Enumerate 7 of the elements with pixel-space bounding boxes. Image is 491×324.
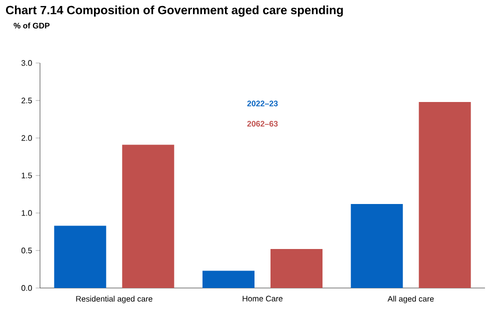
bar (350, 204, 403, 288)
bar (54, 226, 106, 288)
chart-title: Chart 7.14 Composition of Government aged care spending (6, 6, 343, 17)
bar (122, 144, 174, 288)
bar (202, 270, 255, 288)
bar (270, 249, 323, 288)
bar (418, 102, 471, 288)
